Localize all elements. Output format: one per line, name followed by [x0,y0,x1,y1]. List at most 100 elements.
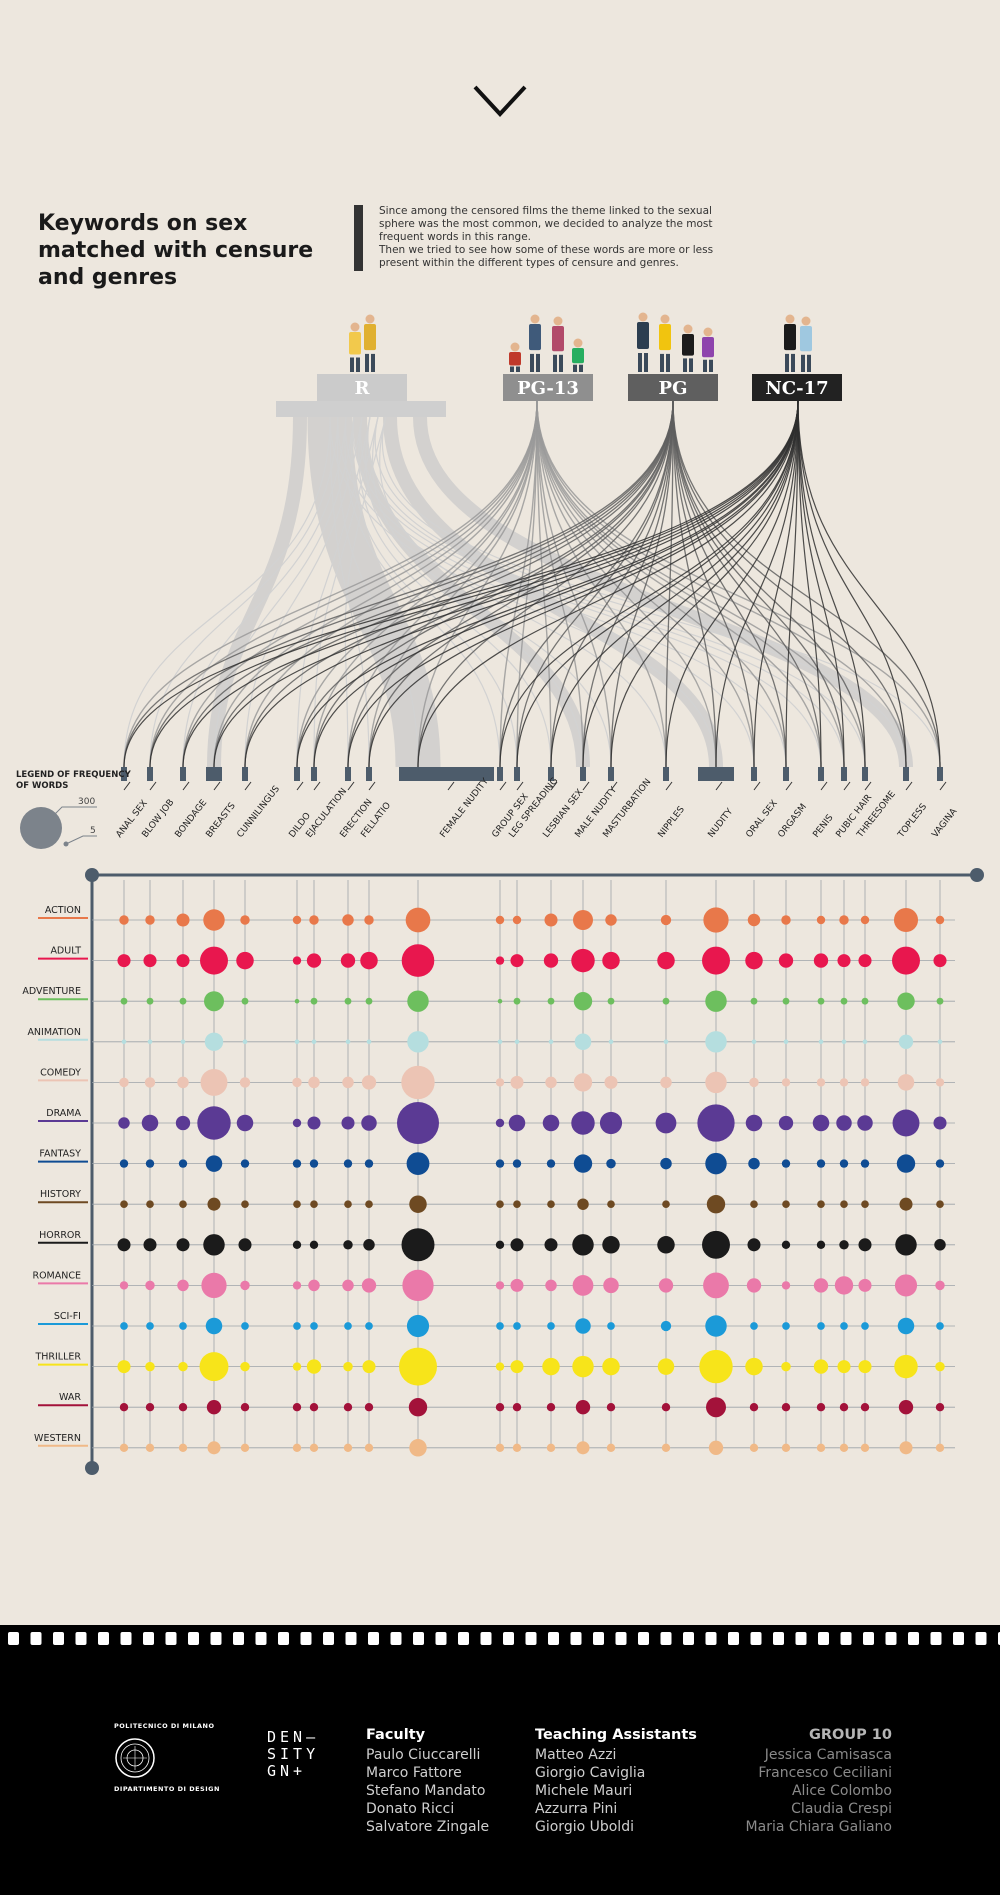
bubble-point [657,1358,675,1375]
density-logo-line-3: GN+ [267,1762,307,1780]
rating-flow [516,400,674,768]
keyword-label: ORGASM [776,802,808,840]
bubble-point [935,1361,945,1372]
rating-flow [536,400,584,768]
film-strip-hole [210,1632,222,1645]
bubble-point [510,1075,524,1089]
rating-flow [244,400,799,768]
keyword-label: PENIS [811,813,835,840]
bubble-point [341,1116,355,1130]
keyword-label-leader [939,781,947,791]
bubble-point [495,1443,505,1452]
rating-flow [536,400,822,768]
bubble-point [857,1115,873,1131]
bubble-point [813,953,829,968]
rating-flow [672,400,866,768]
keyword-label: CUNNILINGUS [235,784,282,840]
assistants-title: Teaching Assistants [535,1727,697,1743]
bubble-point [702,946,730,975]
rating-flow [672,400,845,768]
keyword-tick [580,767,586,781]
rating-label-pg: PG [659,378,688,399]
axis-endpoint [970,868,984,882]
rating-flow [149,400,538,768]
keyword-tick [818,767,824,781]
bubble-point [781,1159,791,1168]
rating-flow [213,400,799,768]
bubble-point [542,1114,560,1132]
bubble-point [178,1361,188,1372]
rating-flow [149,416,339,768]
title-divider [354,205,363,271]
bubble-point [496,1200,504,1209]
bubble-point [935,1159,945,1168]
keyword-label-leader [582,781,590,791]
bubble-point [309,1240,319,1249]
bubble-point [816,1078,826,1087]
bubble-point [308,1076,320,1089]
rating-figures [349,312,812,372]
keyword-label: VAGINA [930,806,959,840]
film-strip-hole [683,1632,694,1645]
bubble-point [749,1077,759,1088]
keyword-label-leader [244,781,252,791]
keyword-label: NIPPLES [656,805,687,840]
bubble-point [236,1114,254,1132]
bubble-point [935,1078,945,1087]
bubble-point [512,1403,522,1412]
bubble-point [894,1354,918,1379]
film-strip-hole [795,1632,807,1645]
rating-flow [296,400,538,768]
bubble-point [575,1318,591,1334]
bubble-point [577,1198,589,1210]
bubble-point [655,1112,677,1134]
bubble-point [705,990,727,1012]
keyword-label-leader [550,781,558,791]
bubble-point [292,1443,302,1452]
bubble-point [782,997,790,1005]
university-name: POLITECNICO DI MILANO [114,1722,215,1730]
film-strip-hole [705,1632,717,1645]
bubble-point [145,1443,155,1452]
bubble-point [839,1443,849,1452]
bubble-point [899,1441,913,1455]
person-figure-icon [637,312,649,372]
faculty-name: Stefano Mandato [366,1783,486,1799]
bubble-point [342,914,354,926]
bubble-point [365,1322,373,1330]
bubble-point [143,1238,157,1252]
scroll-down-chevron-icon[interactable] [470,84,530,120]
film-strip-hole [165,1632,177,1645]
bubble-point [662,1200,670,1209]
rating-flow [213,400,538,768]
bubble-point [119,1281,129,1290]
bubble-point [513,997,521,1005]
bubble-point [892,1109,920,1137]
genre-label: WESTERN [34,1433,81,1444]
bubble-point [309,1159,319,1168]
bubble-point [240,915,250,925]
bubble-point [176,913,190,927]
rating-flow [536,400,717,768]
rating-flow [296,416,371,768]
rating-flow [368,400,799,768]
film-strip-hole [975,1632,987,1645]
legend-max-leader [40,806,97,829]
bubble-point [343,1361,353,1372]
film-strip-hole [930,1632,942,1645]
rating-flow [797,400,941,768]
rating-flow [753,400,799,768]
bubble-point [240,1361,250,1372]
bubble-point [406,1314,430,1338]
bubble-point [897,1074,915,1091]
bubble-point [197,1106,231,1140]
bubble-point [292,1362,302,1371]
bubble-point [236,951,254,970]
bubble-point [178,1443,188,1452]
bubble-point [308,1279,320,1292]
bubble-point [241,1322,249,1330]
bubble-point [657,1236,675,1254]
bubble-point [399,1347,437,1386]
film-strip-hole [615,1632,627,1645]
